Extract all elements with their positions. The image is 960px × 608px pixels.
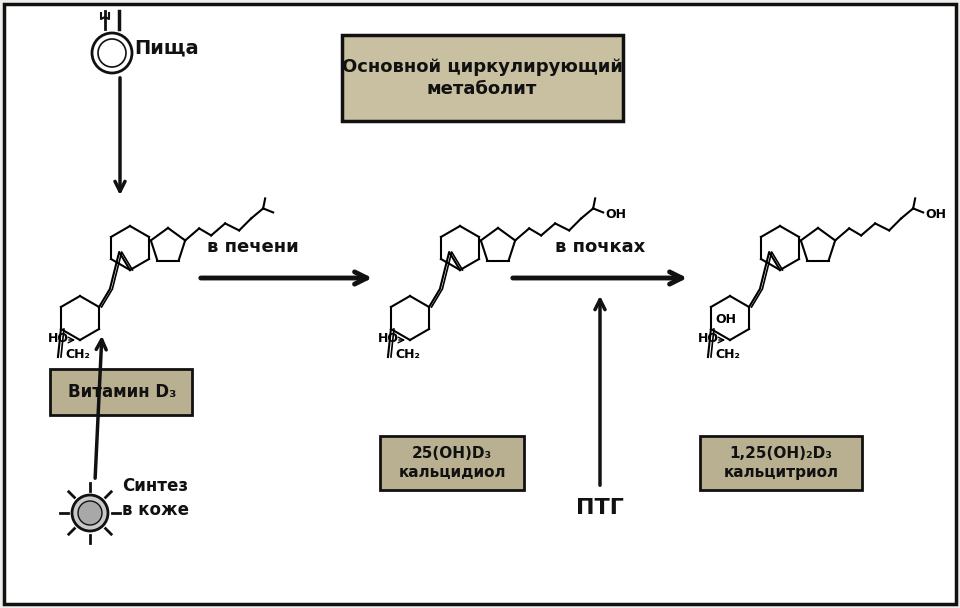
Text: CH₂: CH₂ [395, 348, 420, 362]
Text: OH: OH [715, 313, 736, 326]
Text: Пища: Пища [134, 38, 200, 58]
FancyBboxPatch shape [4, 4, 956, 604]
Text: HO: HO [698, 331, 718, 345]
Text: в печени: в печени [206, 238, 299, 256]
Circle shape [78, 501, 102, 525]
Text: CH₂: CH₂ [715, 348, 740, 362]
Text: OH: OH [925, 208, 947, 221]
Text: Витамин D₃: Витамин D₃ [68, 383, 177, 401]
Text: Синтез
в коже: Синтез в коже [122, 477, 189, 519]
Text: CH₂: CH₂ [65, 348, 90, 362]
Text: 1,25(OH)₂D₃
кальцитриол: 1,25(OH)₂D₃ кальцитриол [724, 446, 838, 480]
Text: 25(OH)D₃
кальцидиол: 25(OH)D₃ кальцидиол [398, 446, 506, 480]
Text: HO: HO [377, 331, 398, 345]
FancyBboxPatch shape [380, 436, 524, 490]
Text: HO: HO [47, 331, 68, 345]
Text: ПТГ: ПТГ [576, 498, 624, 518]
Text: Основной циркулирующий
метаболит: Основной циркулирующий метаболит [342, 58, 622, 98]
FancyBboxPatch shape [50, 369, 192, 415]
Text: в почках: в почках [555, 238, 645, 256]
FancyBboxPatch shape [342, 35, 623, 121]
Circle shape [72, 495, 108, 531]
FancyBboxPatch shape [700, 436, 862, 490]
Text: OH: OH [605, 208, 626, 221]
